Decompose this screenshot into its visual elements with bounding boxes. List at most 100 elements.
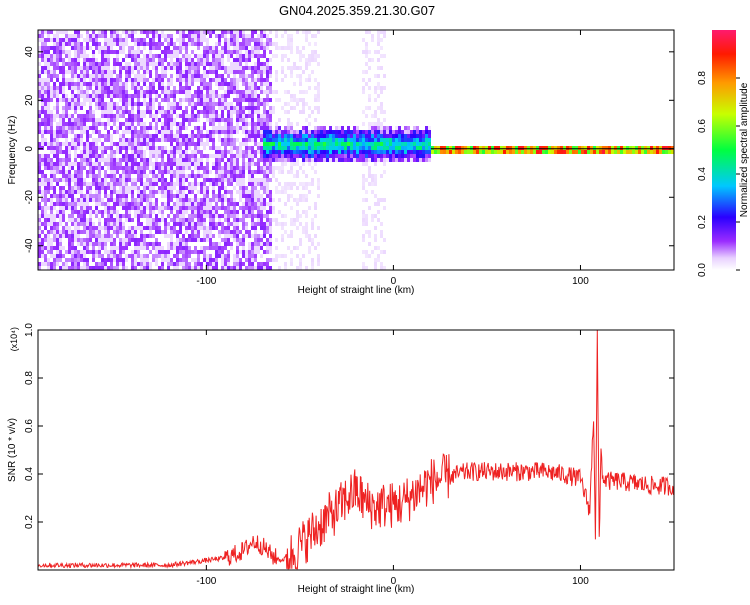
spectrogram-cell — [167, 154, 170, 158]
spectrogram-cell — [161, 162, 164, 166]
spectrogram-cell — [452, 150, 455, 154]
spectrogram-cell — [230, 138, 233, 142]
spectrogram-cell — [137, 214, 140, 218]
spectrogram-cell — [203, 238, 206, 242]
spectrogram-cell — [191, 82, 194, 86]
spectrogram-cell — [110, 226, 113, 230]
spectrogram-cell — [164, 122, 167, 126]
spectrogram-cell — [257, 66, 260, 70]
spectrogram-cell — [38, 94, 41, 98]
spectrogram-cell — [119, 134, 122, 138]
spectrogram-cell — [425, 134, 428, 138]
spectrogram-cell — [353, 158, 356, 162]
spectrogram-cell — [116, 222, 119, 226]
spectrogram-cell — [506, 146, 509, 150]
spectrogram-cell — [260, 158, 263, 162]
spectrogram-cell — [224, 174, 227, 178]
spectrogram-cell — [314, 146, 317, 150]
spectrogram-cell — [113, 258, 116, 262]
spectrogram-cell — [104, 74, 107, 78]
spectrogram-cell — [131, 38, 134, 42]
spectrogram-cell — [287, 66, 290, 70]
spectrogram-cell — [281, 142, 284, 146]
spectrogram-cell — [233, 262, 236, 266]
spectrogram-cell — [254, 238, 257, 242]
spectrogram-cell — [254, 106, 257, 110]
spectrogram-cell — [179, 98, 182, 102]
spectrogram-cell — [272, 110, 275, 114]
spectrogram-cell — [410, 150, 413, 154]
spectrogram-cell — [353, 154, 356, 158]
spectrogram-cell — [44, 182, 47, 186]
spectrogram-cell — [305, 30, 308, 34]
spectrogram-cell — [170, 110, 173, 114]
spectrogram-cell — [554, 150, 557, 154]
spectrogram-cell — [233, 106, 236, 110]
spectrogram-cell — [236, 150, 239, 154]
spectrogram-cell — [116, 162, 119, 166]
y-tick-label: 0.2 — [24, 515, 35, 529]
spectrogram-cell — [158, 254, 161, 258]
spectrogram-cell — [221, 142, 224, 146]
spectrogram-cell — [602, 146, 605, 150]
spectrogram-cell — [284, 130, 287, 134]
spectrogram-cell — [383, 146, 386, 150]
spectrogram-cell — [293, 218, 296, 222]
spectrogram-cell — [650, 146, 653, 150]
spectrogram-cell — [257, 182, 260, 186]
spectrogram-cell — [149, 70, 152, 74]
spectrogram-cell — [74, 158, 77, 162]
spectrogram-cell — [368, 130, 371, 134]
spectrogram-cell — [74, 262, 77, 266]
spectrogram-cell — [236, 126, 239, 130]
spectrogram-cell — [365, 222, 368, 226]
spectrogram-cell — [128, 138, 131, 142]
spectrogram-cell — [122, 142, 125, 146]
spectrogram-cell — [167, 134, 170, 138]
spectrogram-cell — [167, 86, 170, 90]
spectrogram-cell — [41, 246, 44, 250]
spectrogram-cell — [215, 42, 218, 46]
spectrogram-cell — [143, 66, 146, 70]
spectrogram-cell — [329, 142, 332, 146]
spectrogram-cell — [170, 58, 173, 62]
spectrogram-cell — [65, 258, 68, 262]
spectrogram-cell — [50, 94, 53, 98]
spectrogram-cell — [140, 86, 143, 90]
spectrogram-cell — [65, 106, 68, 110]
spectrogram-cell — [140, 206, 143, 210]
spectrogram-cell — [176, 178, 179, 182]
spectrogram-cell — [152, 38, 155, 42]
spectrogram-cell — [251, 82, 254, 86]
spectrogram-cell — [107, 258, 110, 262]
spectrogram-cell — [68, 242, 71, 246]
spectrogram-cell — [212, 102, 215, 106]
spectrogram-cell — [653, 146, 656, 150]
spectrogram-cell — [77, 238, 80, 242]
spectrogram-cell — [200, 206, 203, 210]
spectrogram-cell — [401, 154, 404, 158]
spectrogram-cell — [179, 146, 182, 150]
spectrogram-cell — [89, 126, 92, 130]
spectrogram-cell — [404, 146, 407, 150]
spectrogram-cell — [80, 70, 83, 74]
spectrogram-cell — [80, 126, 83, 130]
spectrogram-cell — [179, 78, 182, 82]
spectrogram-cell — [257, 114, 260, 118]
spectrogram-cell — [131, 234, 134, 238]
spectrogram-cell — [374, 130, 377, 134]
spectrogram-cell — [236, 34, 239, 38]
spectrogram-cell — [95, 102, 98, 106]
spectrogram-cell — [80, 194, 83, 198]
spectrogram-cell — [377, 38, 380, 42]
spectrogram-cell — [395, 138, 398, 142]
spectrogram-cell — [599, 146, 602, 150]
spectrogram-cell — [83, 142, 86, 146]
spectrogram-cell — [212, 246, 215, 250]
spectrogram-cell — [77, 78, 80, 82]
spectrogram-cell — [38, 222, 41, 226]
spectrogram-cell — [134, 182, 137, 186]
spectrogram-cell — [266, 214, 269, 218]
spectrogram-cell — [290, 122, 293, 126]
spectrogram-cell — [143, 30, 146, 34]
